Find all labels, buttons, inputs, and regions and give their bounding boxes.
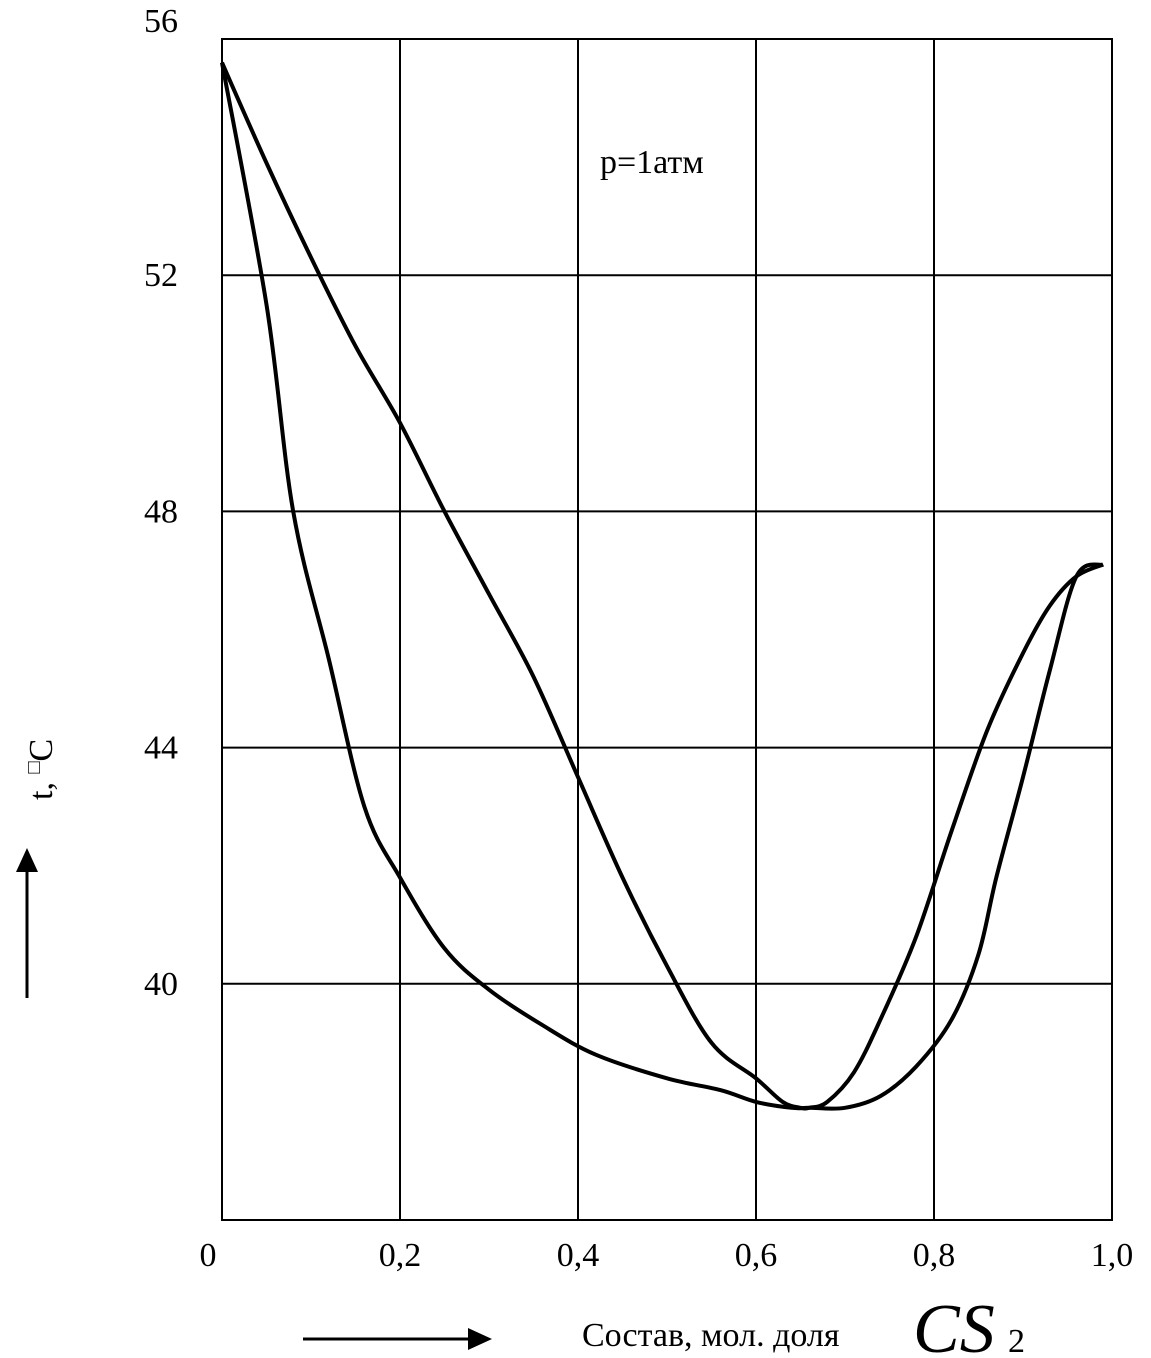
series-line-upper [220, 61, 1104, 1111]
svg-text:t, □C: t, □C [23, 739, 60, 800]
x-tick-label: 0,8 [913, 1237, 956, 1274]
plot-frame [221, 38, 1113, 1221]
y-axis-label-group: t, □C [23, 739, 60, 800]
y-tick-label: 52 [144, 257, 178, 294]
x-tick-label: 1,0 [1091, 1237, 1134, 1274]
y-arrow-icon [16, 848, 38, 998]
x-tick-label: 0 [200, 1237, 217, 1274]
x-tick-label: 0,2 [379, 1237, 422, 1274]
y-tick-label: 56 [144, 3, 178, 40]
grid [222, 39, 1112, 1220]
y-tick-label: 48 [144, 493, 178, 530]
x-tick-label: 0,4 [557, 1237, 600, 1274]
pressure-annotation: p=1атм [600, 144, 704, 181]
series-line-lower [220, 62, 1104, 1111]
y-axis-unit: C [23, 739, 60, 762]
y-tick-label: 44 [144, 730, 178, 767]
x-arrow-icon [303, 1328, 492, 1350]
y-axis-label: t, [23, 774, 60, 800]
x-axis-label: Состав, мол. доля [582, 1317, 840, 1354]
y-axis-degree-mark: □ [23, 761, 45, 773]
series-group [220, 61, 1104, 1111]
x-axis-formula: CS [913, 1291, 995, 1358]
y-tick-label: 40 [144, 966, 178, 1003]
tick-labels: 0 0,2 0,4 0,6 0,8 1,0 40 44 48 52 56 [144, 3, 1133, 1274]
x-tick-label: 0,6 [735, 1237, 778, 1274]
x-axis-formula-subscript: 2 [1008, 1323, 1025, 1358]
